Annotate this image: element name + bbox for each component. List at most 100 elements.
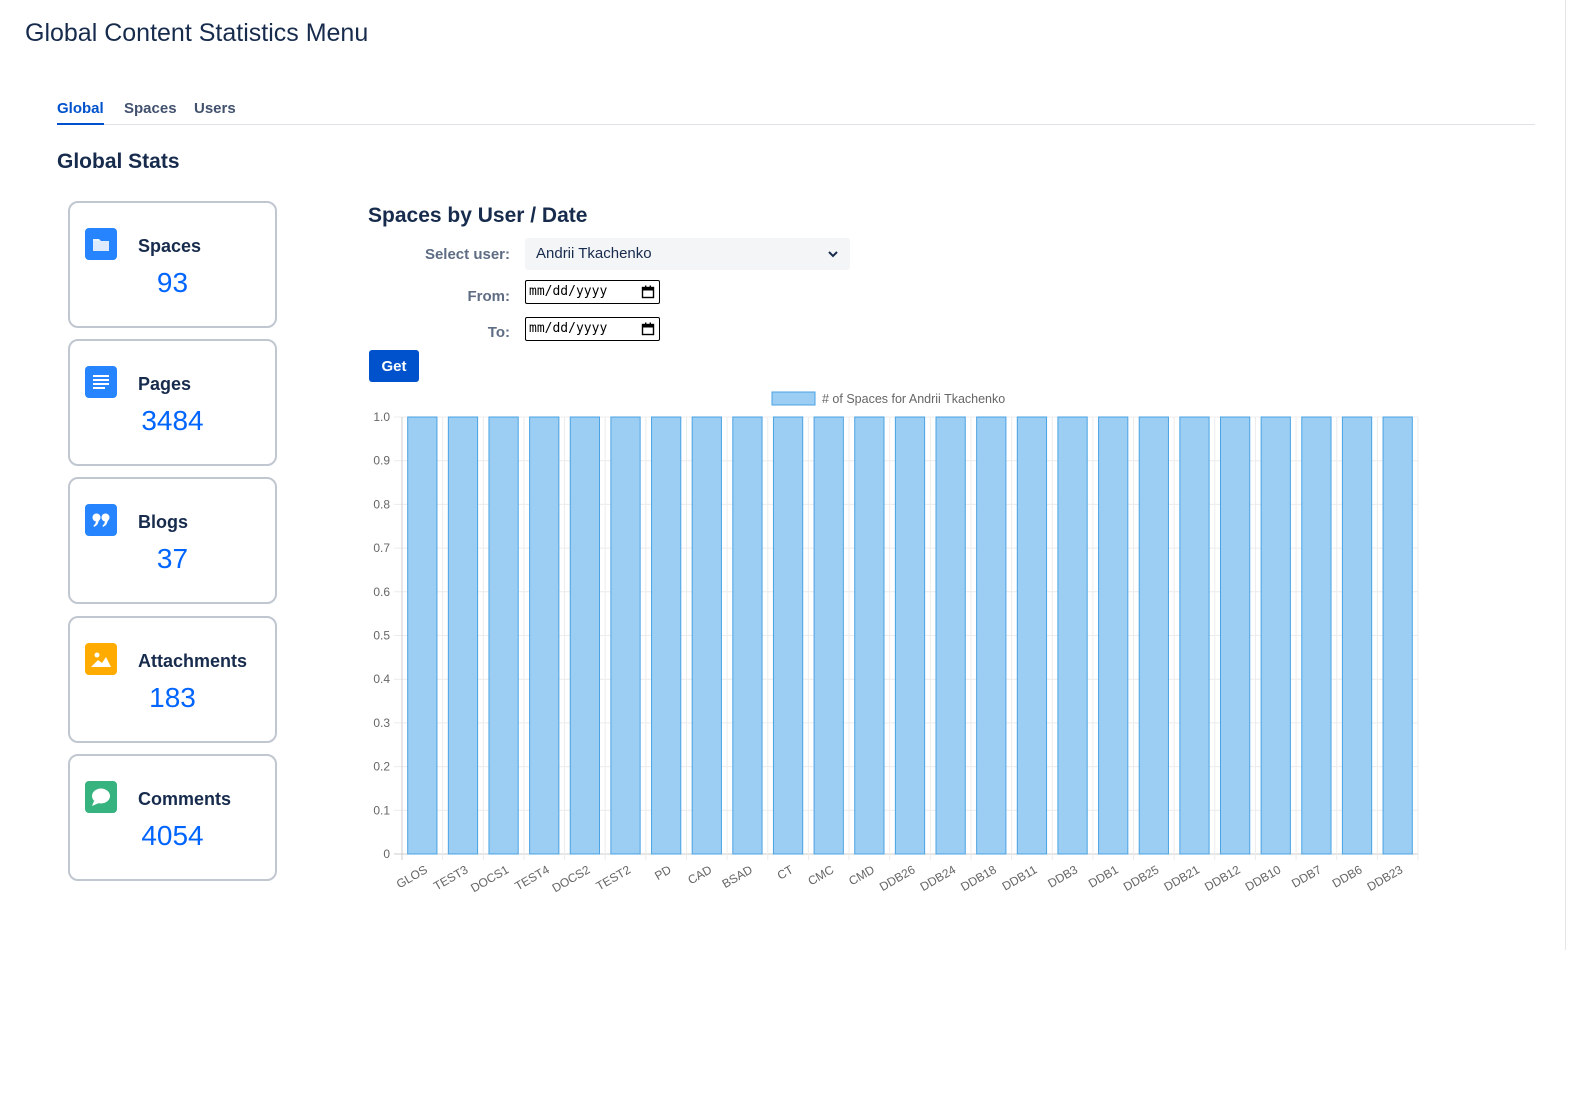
y-tick-label: 0	[383, 847, 390, 861]
legend-label: # of Spaces for Andrii Tkachenko	[822, 392, 1005, 406]
x-tick-label: TEST2	[594, 862, 634, 893]
stat-card-spaces: Spaces 93	[68, 201, 277, 328]
y-tick-label: 0.6	[373, 585, 390, 599]
tab-bar: Global Spaces Users	[57, 96, 1535, 125]
bar-docs1	[488, 416, 519, 855]
quote-icon	[85, 504, 117, 536]
tab-global[interactable]: Global	[57, 99, 104, 125]
y-tick-label: 0.4	[373, 672, 390, 686]
x-tick-label: TEST4	[512, 862, 552, 893]
bar-bsad	[732, 416, 763, 855]
x-tick-label: DDB6	[1330, 862, 1365, 890]
bar-glos	[407, 416, 438, 855]
bar-test3	[447, 416, 479, 855]
x-tick-label: GLOS	[394, 862, 430, 891]
page-title: Global Content Statistics Menu	[25, 19, 369, 47]
stat-card-comments: Comments 4054	[68, 754, 277, 881]
bar-ddb21	[1179, 416, 1210, 855]
x-tick-label: CMD	[846, 862, 877, 888]
bar-cmc	[813, 416, 844, 855]
chevron-down-icon	[828, 251, 838, 258]
calendar-icon[interactable]	[641, 285, 655, 299]
bar-docs2	[569, 416, 601, 855]
chart-section-title: Spaces by User / Date	[368, 204, 588, 227]
x-tick-label: DDB25	[1121, 862, 1162, 894]
x-tick-label: DDB10	[1243, 862, 1284, 894]
get-button[interactable]: Get	[369, 350, 419, 382]
document-icon	[85, 366, 117, 398]
bar-test4	[529, 416, 560, 855]
bar-ddb3	[1057, 416, 1088, 855]
calendar-icon[interactable]	[641, 322, 655, 336]
bar-ddb6	[1341, 416, 1373, 855]
x-tick-label: DDB1	[1086, 862, 1121, 890]
stat-card-attachments: Attachments 183	[68, 616, 277, 743]
x-tick-label: BSAD	[720, 862, 756, 891]
x-tick-label: DOCS1	[468, 862, 511, 895]
x-tick-label: DDB23	[1365, 862, 1406, 894]
user-select[interactable]: Andrii Tkachenko	[525, 238, 850, 270]
bar-ddb12	[1219, 416, 1251, 855]
y-tick-label: 1.0	[373, 410, 390, 424]
stat-value: 3484	[141, 405, 204, 436]
y-tick-label: 0.2	[373, 760, 390, 774]
user-select-value: Andrii Tkachenko	[536, 245, 652, 262]
x-tick-label: DOCS2	[550, 862, 593, 895]
stat-label: Spaces	[138, 236, 202, 256]
bar-test2	[610, 416, 641, 855]
x-tick-label: PD	[652, 862, 674, 883]
y-tick-label: 0.7	[373, 541, 390, 555]
tab-users[interactable]: Users	[194, 100, 236, 117]
tab-spaces[interactable]: Spaces	[124, 100, 177, 117]
bar-pd	[651, 416, 682, 855]
select-user-label: Select user:	[424, 246, 510, 263]
stat-card-blogs: Blogs 37	[68, 477, 277, 604]
bar-chart: 0 0.1 0.2 0.3 0.4 0.5 0.6 0.7 0.8 0.9 1.0 GLOS TEST3…	[373, 391, 1419, 895]
stat-value: 93	[156, 267, 189, 298]
x-tick-label: DDB11	[1000, 862, 1040, 893]
x-tick-label: DDB26	[877, 862, 918, 894]
y-tick-label: 0.1	[373, 803, 390, 817]
scrollbar-edge	[1565, 0, 1566, 950]
bar-ddb24	[935, 416, 966, 855]
bar-ddb10	[1260, 416, 1291, 855]
y-tick-label: 0.5	[373, 629, 390, 643]
image-icon	[85, 643, 117, 675]
bar-ddb11	[1016, 416, 1048, 855]
x-tick-label: DDB12	[1202, 862, 1243, 894]
x-tick-label: CT	[775, 862, 796, 882]
x-tick-label: TEST3	[431, 862, 471, 893]
section-title: Global Stats	[57, 150, 180, 173]
from-date-placeholder: mm/dd/yyyy	[529, 284, 608, 299]
x-tick-label: DDB24	[918, 862, 959, 894]
from-label: From:	[467, 288, 511, 305]
legend-swatch	[771, 391, 816, 406]
y-tick-label: 0.9	[373, 454, 390, 468]
stat-value: 4054	[141, 820, 204, 851]
bar-ddb23	[1382, 416, 1413, 855]
bar-cmd	[854, 416, 885, 855]
bar-ddb25	[1138, 416, 1169, 855]
to-date-placeholder: mm/dd/yyyy	[529, 321, 608, 336]
stat-label: Pages	[138, 374, 192, 394]
x-tick-label: DDB7	[1289, 862, 1324, 890]
stat-value: 183	[149, 682, 196, 713]
from-date-input[interactable]: mm/dd/yyyy	[525, 280, 660, 304]
bar-ct	[772, 416, 804, 855]
stat-label: Attachments	[138, 651, 248, 671]
stat-label: Blogs	[138, 512, 189, 532]
x-tick-label: DDB21	[1161, 862, 1202, 894]
stat-value: 37	[156, 543, 189, 574]
bar-ddb7	[1301, 416, 1332, 855]
bar-ddb1	[1098, 416, 1129, 855]
folder-icon	[85, 228, 117, 260]
comment-icon	[85, 781, 117, 813]
to-date-input[interactable]: mm/dd/yyyy	[525, 317, 660, 341]
bar-ddb18	[976, 416, 1007, 855]
x-tick-label: DDB3	[1045, 862, 1080, 890]
to-label: To:	[487, 324, 510, 341]
bar-ddb26	[894, 416, 926, 855]
x-tick-label: DDB18	[958, 862, 999, 894]
x-tick-label: CAD	[685, 862, 714, 887]
x-tick-label: CMC	[806, 862, 837, 888]
